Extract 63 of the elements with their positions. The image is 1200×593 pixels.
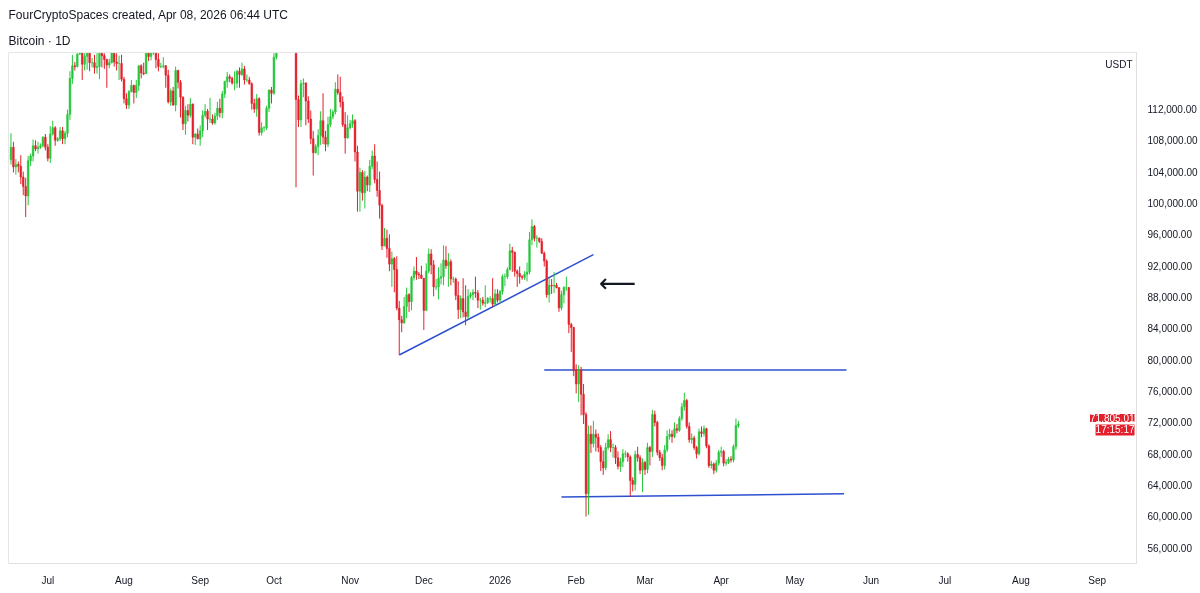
- text: FourCryptoSpaces created, Apr 08, 2026 06:44 UTC: [8, 7, 289, 22]
- candlestick: [93, 54, 96, 75]
- y-tick-label: 100,000.00: [1147, 197, 1198, 209]
- y-tick-label: 64,000.00: [1147, 480, 1193, 492]
- candlestick: [250, 81, 253, 111]
- y-tick-label: 80,000.00: [1147, 354, 1193, 366]
- candlestick: [238, 66, 241, 89]
- x-tick-label: Jul: [938, 574, 952, 586]
- candlestick: [235, 69, 239, 89]
- x-tick-label: Jun: [863, 574, 880, 586]
- x-tick-label: May: [785, 574, 805, 586]
- candlestick: [511, 246, 514, 273]
- y-tick-label: 92,000.00: [1147, 260, 1193, 272]
- candlestick: [560, 290, 563, 311]
- x-tick-label: 2026: [488, 574, 512, 586]
- candlestick: [437, 266, 440, 300]
- chart-title: Bitcoin · 1D: [8, 33, 71, 48]
- y-tick-label: 84,000.00: [1147, 323, 1193, 335]
- candlestick: [216, 101, 219, 121]
- candlestick: [675, 423, 679, 434]
- candlestick: [697, 428, 701, 456]
- x-tick-label: Jul: [41, 574, 55, 586]
- x-tick-label: Dec: [414, 574, 433, 586]
- y-tick-label: 88,000.00: [1147, 292, 1193, 304]
- x-tick-label: Aug: [115, 574, 133, 586]
- candlestick: [189, 97, 192, 119]
- y-tick-label: 72,000.00: [1147, 417, 1193, 429]
- x-tick-label: Mar: [636, 574, 655, 586]
- candlestick: [442, 244, 445, 286]
- candlestick: [557, 287, 561, 313]
- candlestick: [390, 251, 393, 288]
- y-tick-label: 112,000.00: [1147, 103, 1198, 115]
- x-tick-label: Apr: [713, 574, 730, 586]
- y-tick-label: 76,000.00: [1147, 386, 1193, 398]
- candlestick: [592, 420, 595, 449]
- candlestick: [98, 52, 101, 80]
- y-tick-label: 104,000.00: [1147, 166, 1198, 178]
- x-tick-label: Sep: [191, 574, 210, 586]
- y-tick-label: 96,000.00: [1147, 229, 1193, 241]
- candlestick: [304, 81, 307, 126]
- y-tick-label: 56,000.00: [1147, 542, 1193, 554]
- annotation: 71,805.01: [1090, 412, 1135, 424]
- candlestick: [614, 444, 617, 465]
- y-tick-label: 60,000.00: [1147, 511, 1193, 523]
- candlestick: [243, 65, 246, 86]
- candlestick: [415, 256, 418, 281]
- candlestick: [457, 280, 460, 320]
- y-tick-label: 68,000.00: [1147, 448, 1193, 460]
- candlestick: [157, 52, 160, 72]
- y-tick-label: 108,000.00: [1147, 135, 1198, 147]
- x-tick-label: Sep: [1088, 574, 1107, 586]
- x-tick-label: Aug: [1012, 574, 1030, 586]
- x-tick-label: Oct: [266, 574, 282, 586]
- y-axis-title: USDT: [1105, 58, 1133, 70]
- x-tick-label: Feb: [567, 574, 586, 586]
- candlestick: [95, 52, 99, 75]
- candlestick: [383, 227, 386, 247]
- x-tick-label: Nov: [341, 574, 359, 586]
- annotation: ⟵: [598, 267, 637, 298]
- candlestick: [73, 61, 76, 72]
- annotation: 17:15:17: [1095, 424, 1135, 436]
- candlestick: [648, 445, 652, 467]
- candlestick: [245, 73, 248, 83]
